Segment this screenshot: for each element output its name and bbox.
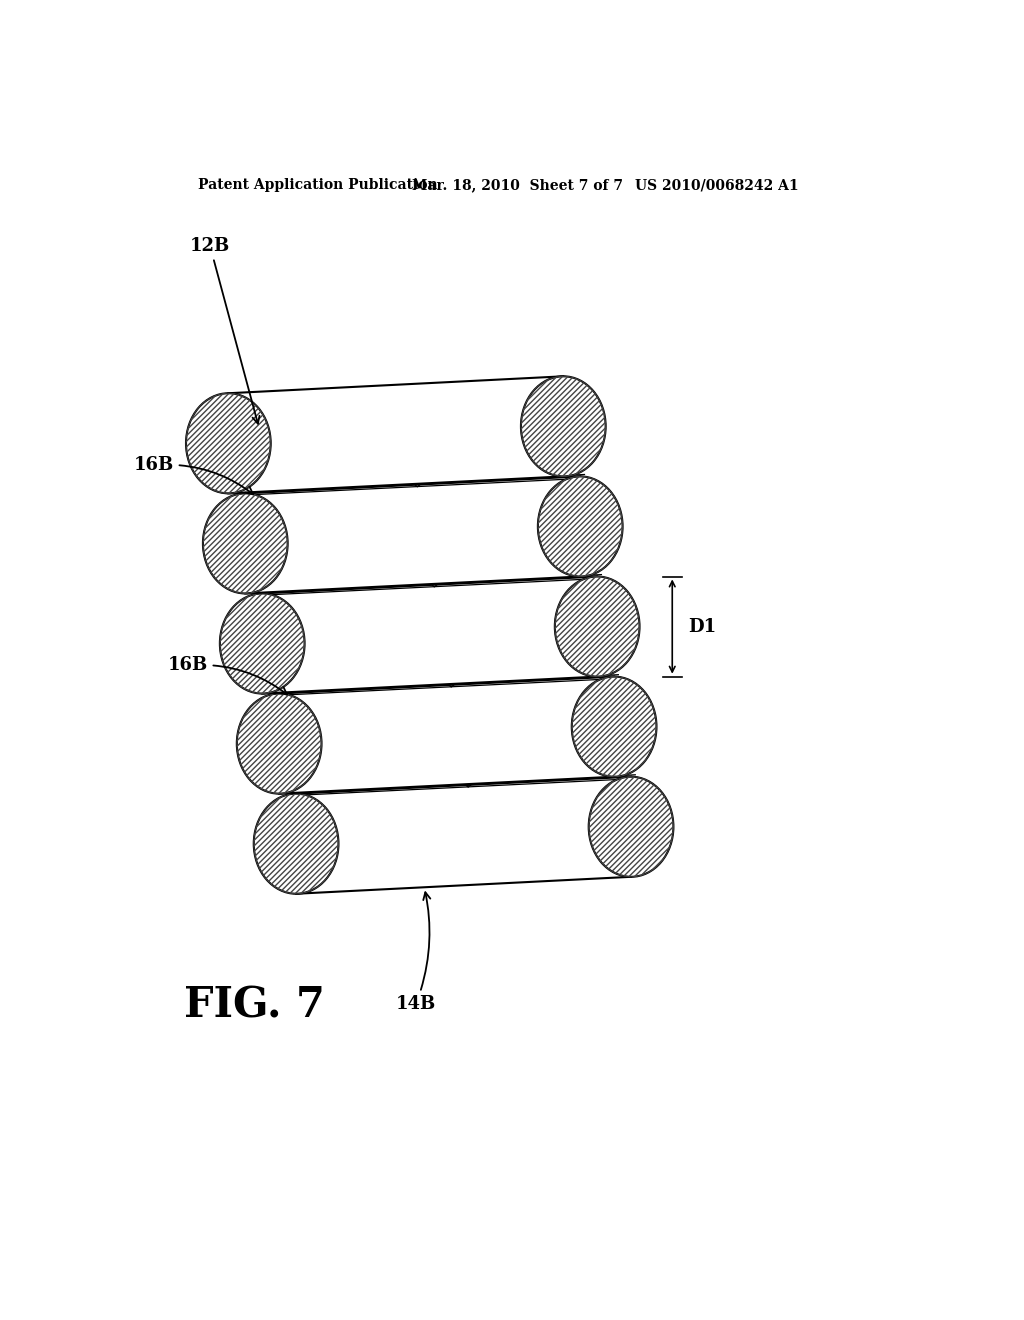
Text: 16B: 16B (168, 656, 287, 694)
Ellipse shape (571, 677, 656, 776)
Text: 12B: 12B (189, 236, 259, 424)
Polygon shape (228, 376, 563, 494)
Ellipse shape (220, 594, 304, 693)
Ellipse shape (555, 577, 640, 677)
Polygon shape (280, 677, 614, 793)
Ellipse shape (186, 393, 270, 494)
Text: D1: D1 (688, 618, 716, 635)
Polygon shape (262, 577, 597, 693)
Polygon shape (296, 776, 631, 894)
Text: Mar. 18, 2010  Sheet 7 of 7: Mar. 18, 2010 Sheet 7 of 7 (412, 178, 623, 193)
Text: 14B: 14B (396, 892, 436, 1014)
Polygon shape (246, 477, 581, 594)
Ellipse shape (203, 494, 288, 594)
Text: US 2010/0068242 A1: US 2010/0068242 A1 (635, 178, 799, 193)
Ellipse shape (254, 793, 339, 894)
Text: Patent Application Publication: Patent Application Publication (199, 178, 438, 193)
Text: 16B: 16B (134, 457, 253, 494)
Ellipse shape (589, 776, 674, 876)
Ellipse shape (521, 376, 605, 477)
Ellipse shape (538, 477, 623, 577)
Ellipse shape (237, 693, 322, 793)
Text: FIG. 7: FIG. 7 (184, 985, 326, 1027)
